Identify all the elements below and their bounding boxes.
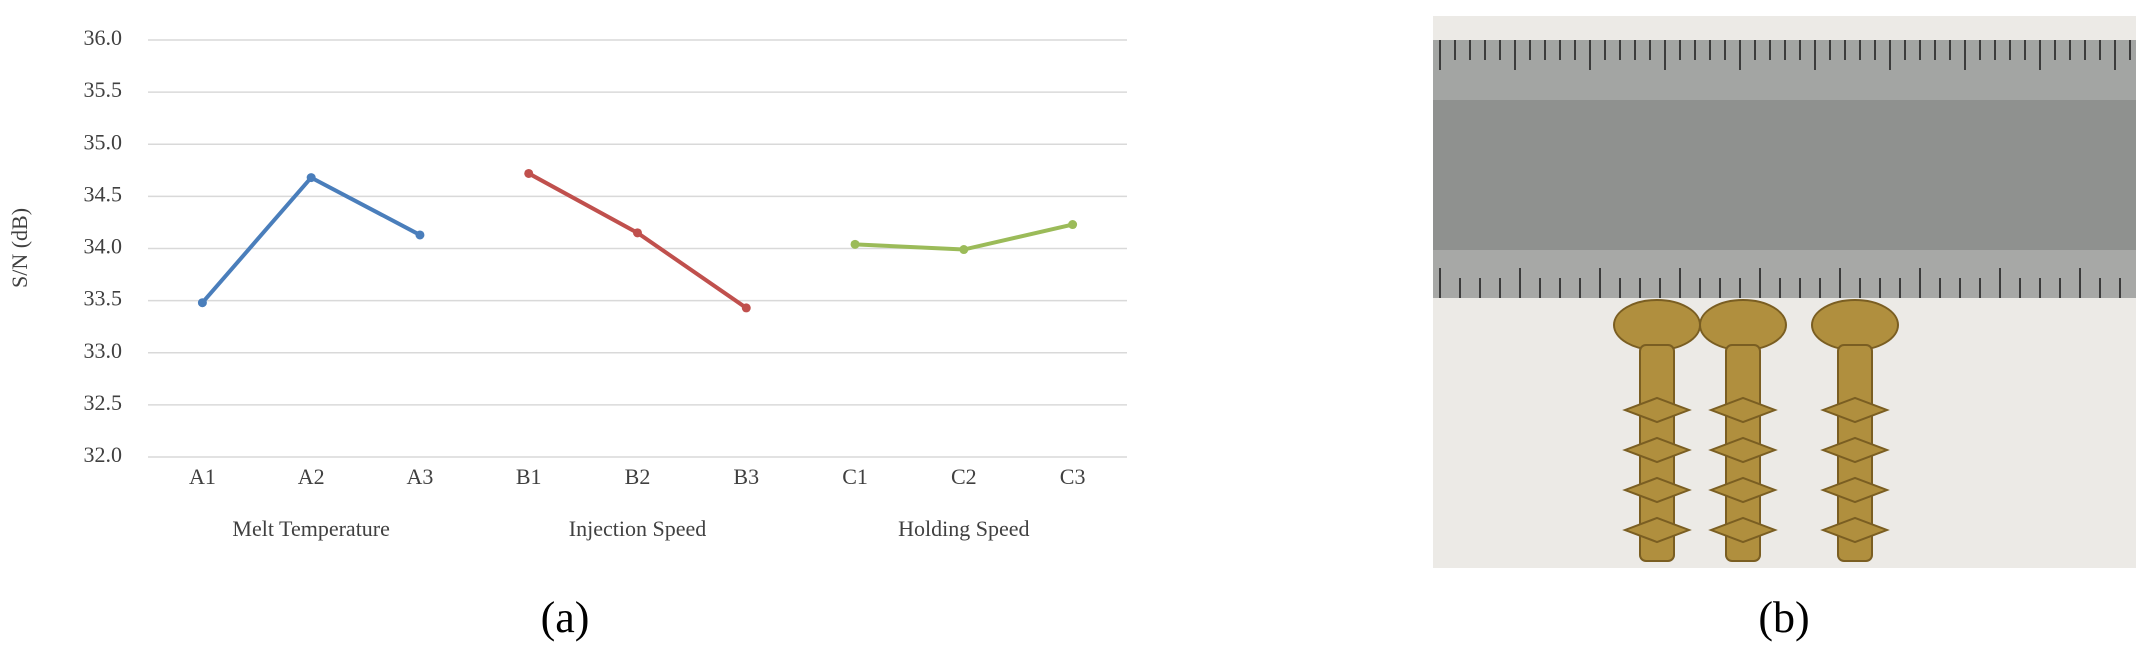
- x-tick-label: B1: [516, 464, 542, 489]
- ruler-edge: [1433, 250, 2136, 298]
- ruler-ticks: [1439, 40, 2131, 298]
- y-tick-label: 32.5: [84, 390, 123, 415]
- data-point: [197, 298, 207, 308]
- y-tick-label: 32.0: [84, 442, 123, 467]
- screw: [1811, 299, 1899, 562]
- x-tick-label: B3: [733, 464, 759, 489]
- x-tick-label: A3: [406, 464, 433, 489]
- y-tick-label: 33.5: [84, 286, 123, 311]
- x-tick-label: C2: [951, 464, 977, 489]
- series-line: [527, 171, 748, 310]
- data-point: [1068, 220, 1078, 230]
- x-tick-label: C3: [1060, 464, 1086, 489]
- screw: [1699, 299, 1787, 562]
- panel-label: (b): [1758, 593, 1809, 642]
- y-tick-label: 36.0: [84, 25, 123, 50]
- data-point: [959, 245, 969, 255]
- panel-label: (a): [541, 593, 590, 642]
- y-tick-label: 34.0: [84, 234, 123, 259]
- y-tick-label: 34.5: [84, 181, 123, 206]
- x-tick-label: A1: [189, 464, 216, 489]
- data-point: [633, 228, 642, 238]
- x-tick-label: A2: [298, 464, 325, 489]
- data-point: [306, 173, 316, 183]
- y-tick-label: 33.0: [84, 338, 123, 363]
- data-point: [524, 168, 534, 178]
- screws: [1613, 299, 1899, 562]
- y-tick-label: 35.5: [84, 77, 123, 102]
- data-point: [415, 230, 425, 240]
- data-point: [850, 239, 860, 249]
- photo: [1433, 16, 2136, 568]
- x-tick-label: C1: [842, 464, 868, 489]
- group-label: Melt Temperature: [232, 516, 390, 541]
- data-point: [741, 303, 751, 313]
- y-tick-label: 35.0: [84, 129, 123, 154]
- group-label: Holding Speed: [898, 516, 1029, 541]
- group-label: Injection Speed: [569, 516, 706, 541]
- y-axis-title: S/N (dB): [7, 208, 32, 288]
- x-tick-label: B2: [625, 464, 651, 489]
- screw: [1613, 299, 1701, 562]
